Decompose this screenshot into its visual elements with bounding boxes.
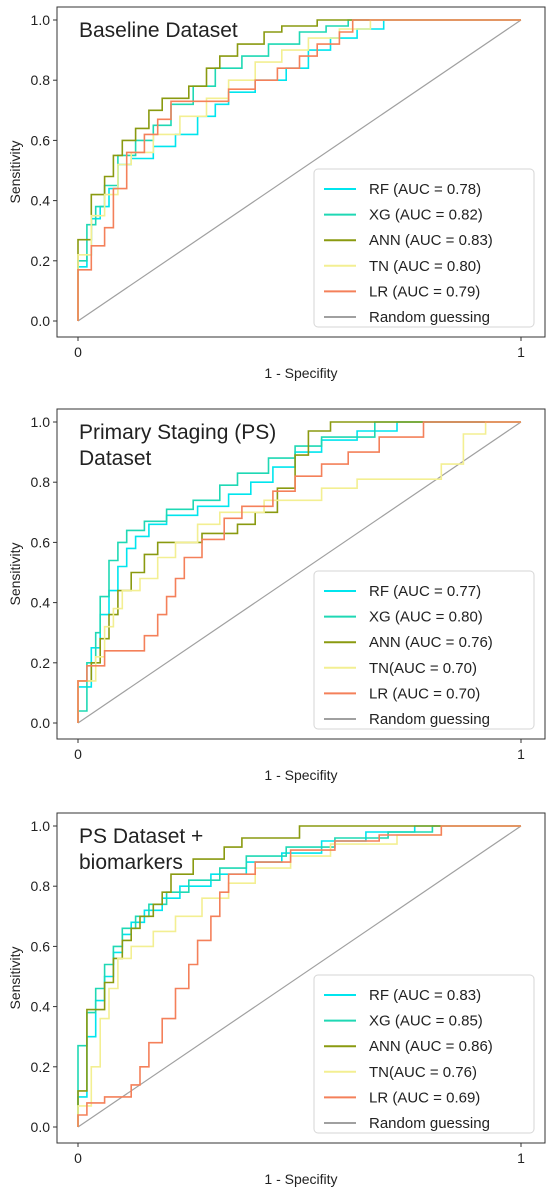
y-tick-label: 0.6 [31,132,51,148]
panel-title: Primary Staging (PS) Dataset [79,421,276,470]
y-tick-label: 0.8 [31,878,51,894]
x-tick-label: 1 [517,746,525,762]
roc-curve-rf [77,825,521,1127]
plot-frame [56,408,546,740]
x-tick-label: 0 [74,746,82,762]
roc-curve-random [77,825,522,1128]
y-tick-label: 0.8 [31,72,51,88]
plot-frame [56,812,546,1144]
legend-label: LR (AUC = 0.69) [369,1089,480,1106]
roc-panel-3: 0.0 0.2 0.4 0.6 0.8 1.0 0 1 1 - Specifity Sensiti… [7,812,546,1187]
y-axis-label: Sensitivity [7,946,23,1009]
legend-label: ANN (AUC = 0.86) [369,1038,493,1055]
legend-label: LR (AUC = 0.79) [369,283,480,300]
x-axis-label: 1 - Specifity [264,1171,337,1187]
y-tick-label: 0.4 [31,595,51,611]
roc-curve-xg [77,421,521,723]
legend-label: TN(AUC = 0.76) [369,1064,477,1081]
y-tick-label: 0.0 [31,1119,51,1135]
legend-label: LR (AUC = 0.70) [369,685,480,702]
x-tick-label: 0 [74,344,82,360]
roc-curve-tn [77,19,521,321]
y-tick-label: 0.2 [31,253,51,269]
roc-panel-1: 0.0 0.2 0.4 0.6 0.8 1.0 0 1 1 - Specifity Sensiti… [7,6,546,381]
y-tick-label: 0.6 [31,938,51,954]
roc-curve-ann [77,421,521,723]
plot-frame [56,6,546,338]
roc-curve-random [77,19,522,322]
legend-label: XG (AUC = 0.85) [369,1013,483,1030]
legend-label: RF (AUC = 0.83) [369,987,481,1004]
legend-label: TN(AUC = 0.70) [369,660,477,677]
y-tick-label: 1.0 [31,818,51,834]
roc-curve-lr [77,825,521,1127]
y-tick-label: 0.2 [31,1059,51,1075]
legend-label: ANN (AUC = 0.76) [369,634,493,651]
y-tick-label: 0.4 [31,999,51,1015]
y-axis-label: Sensitivity [7,542,23,605]
roc-curve-ann [77,825,521,1127]
roc-curve-tn [77,825,521,1127]
y-tick-label: 0.6 [31,534,51,550]
legend-label: Random guessing [369,1115,490,1132]
legend-label: TN (AUC = 0.80) [369,258,481,275]
legend-label: XG (AUC = 0.80) [369,609,483,626]
y-tick-label: 0.8 [31,474,51,490]
legend-label: XG (AUC = 0.82) [369,207,483,224]
legend-box [313,168,535,328]
x-tick-label: 0 [74,1150,82,1166]
legend-box [313,570,535,730]
roc-curve-ann [77,19,521,321]
x-axis-label: 1 - Specifity [264,365,337,381]
legend-label: RF (AUC = 0.77) [369,583,481,600]
x-axis-label: 1 - Specifity [264,767,337,783]
panel-title: PS Dataset + biomarkers [79,825,203,874]
legend-label: Random guessing [369,309,490,326]
legend-label: ANN (AUC = 0.83) [369,232,493,249]
x-tick-label: 1 [517,1150,525,1166]
y-tick-label: 0.0 [31,313,51,329]
legend-box [313,974,535,1134]
y-tick-label: 1.0 [31,12,51,28]
legend-label: RF (AUC = 0.78) [369,181,481,198]
roc-panel-2: 0.0 0.2 0.4 0.6 0.8 1.0 0 1 1 - Specifity Sensiti… [7,408,546,783]
roc-curve-lr [77,421,521,723]
roc-curve-lr [77,19,521,321]
legend-label: Random guessing [369,711,490,728]
roc-curve-tn [77,421,521,723]
roc-curve-random [77,421,522,724]
panel-title: Baseline Dataset [79,19,238,42]
y-tick-label: 0.4 [31,193,51,209]
y-axis-label: Sensitivity [7,140,23,203]
x-tick-label: 1 [517,344,525,360]
y-tick-label: 1.0 [31,414,51,430]
y-tick-label: 0.2 [31,655,51,671]
roc-curve-rf [77,19,521,321]
y-tick-label: 0.0 [31,715,51,731]
